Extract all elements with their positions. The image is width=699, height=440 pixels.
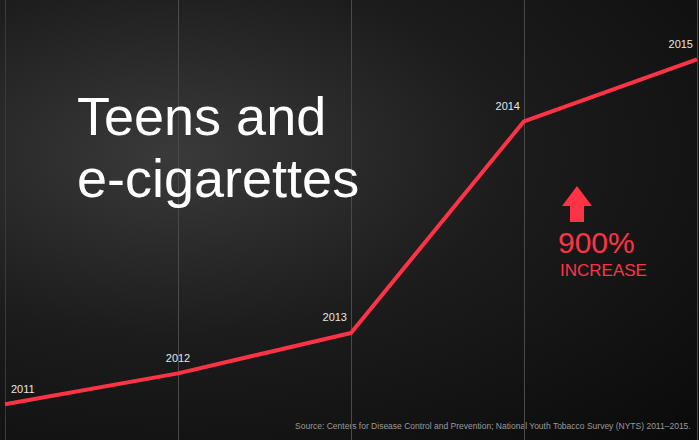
svg-text:2014: 2014 (496, 100, 520, 112)
svg-text:900%: 900% (558, 226, 635, 259)
svg-text:INCREASE: INCREASE (560, 261, 647, 280)
svg-text:Teens and: Teens and (77, 86, 326, 146)
svg-text:2015: 2015 (669, 38, 693, 50)
svg-text:2013: 2013 (323, 311, 347, 323)
svg-text:2011: 2011 (11, 383, 35, 395)
svg-text:e-cigarettes: e-cigarettes (77, 148, 359, 208)
svg-text:Source: Centers for Disease Co: Source: Centers for Disease Control and … (295, 421, 691, 431)
svg-text:2012: 2012 (166, 352, 190, 364)
